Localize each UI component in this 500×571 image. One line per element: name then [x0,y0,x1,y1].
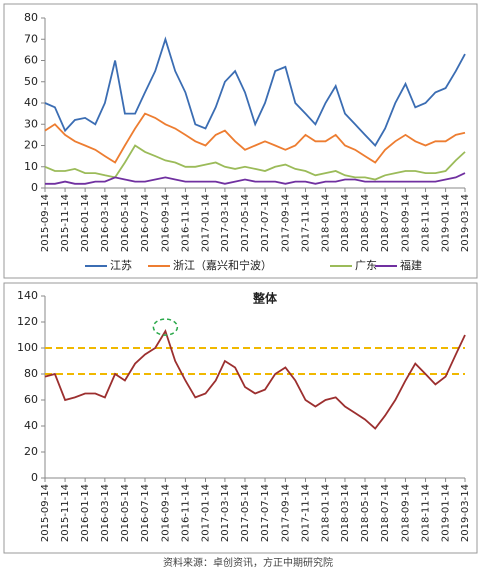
x-tick-label: 2018-05-14 [360,194,371,252]
x-tick-label: 2018-09-14 [400,484,411,542]
y-tick-label: 80 [24,11,38,24]
x-tick-label: 2016-09-14 [160,484,171,542]
x-tick-label: 2015-09-14 [40,194,51,252]
x-tick-label: 2018-05-14 [360,484,371,542]
x-tick-label: 2018-07-14 [380,194,391,252]
y-tick-label: 140 [17,289,38,302]
x-tick-label: 2016-07-14 [140,194,151,252]
x-tick-label: 2018-11-14 [421,484,432,542]
peak-highlight [152,318,179,336]
legend-label: 浙江（嘉兴和宁波） [173,258,272,272]
x-tick-label: 2017-11-14 [300,484,311,542]
x-tick-label: 2017-03-14 [220,484,231,542]
x-tick-label: 2018-01-14 [321,484,332,542]
x-tick-label: 2019-01-14 [441,484,452,542]
x-tick-label: 2017-01-14 [201,484,212,542]
x-tick-label: 2016-03-14 [100,484,111,542]
y-tick-label: 0 [31,471,38,484]
x-tick-label: 2017-03-14 [220,194,231,252]
series-line [45,172,466,185]
y-tick-label: 60 [24,393,38,406]
x-tick-label: 2015-11-14 [60,194,71,252]
y-tick-label: 120 [17,315,38,328]
y-tick-label: 80 [24,367,38,380]
y-tick-label: 20 [24,139,38,152]
x-tick-label: 2016-01-14 [80,194,91,252]
x-tick-label: 2016-01-14 [80,484,91,542]
x-tick-label: 2017-09-14 [280,484,291,542]
x-tick-label: 2019-03-14 [460,484,471,542]
x-tick-label: 2016-07-14 [140,484,151,542]
y-tick-label: 100 [17,341,38,354]
x-tick-label: 2018-01-14 [321,194,332,252]
x-tick-label: 2015-09-14 [40,484,51,542]
x-tick-label: 2016-11-14 [180,194,191,252]
y-tick-label: 0 [31,181,38,194]
x-tick-label: 2018-11-14 [421,194,432,252]
x-tick-label: 2016-09-14 [160,194,171,252]
chart-title: 整体 [252,291,278,306]
y-tick-label: 10 [24,160,38,173]
series-line [44,328,466,430]
x-tick-label: 2019-01-14 [441,194,452,252]
legend-label: 福建 [400,258,422,272]
x-tick-label: 2017-07-14 [260,484,271,542]
x-tick-label: 2017-07-14 [260,194,271,252]
y-tick-label: 20 [24,445,38,458]
y-tick-label: 60 [24,54,38,67]
series-line [44,36,466,147]
chart-frame [3,282,478,554]
x-tick-label: 2018-03-14 [340,194,351,252]
y-tick-label: 30 [24,117,38,130]
y-tick-label: 50 [24,75,38,88]
x-tick-label: 2016-03-14 [100,194,111,252]
y-tick-label: 70 [24,32,38,45]
legend-label: 江苏 [110,259,132,272]
x-tick-label: 2016-05-14 [120,484,131,542]
chart-frame [3,3,478,279]
x-tick-label: 2015-11-14 [60,484,71,542]
y-tick-label: 40 [24,419,38,432]
x-tick-label: 2018-09-14 [400,194,411,252]
x-tick-label: 2016-11-14 [180,484,191,542]
x-tick-label: 2017-05-14 [240,484,251,542]
x-tick-label: 2019-03-14 [460,194,471,252]
x-tick-label: 2017-09-14 [280,194,291,252]
y-tick-label: 40 [24,96,38,109]
x-tick-label: 2016-05-14 [120,194,131,252]
x-tick-label: 2017-05-14 [240,194,251,252]
x-tick-label: 2018-07-14 [380,484,391,542]
legend-label: 广东 [355,259,377,272]
series-line [44,112,466,164]
x-tick-label: 2017-11-14 [300,194,311,252]
series-line [44,144,466,181]
x-tick-label: 2017-01-14 [201,194,212,252]
x-tick-label: 2018-03-14 [340,484,351,542]
source-note: 资料来源：卓创资讯，方正中期研究院 [163,556,333,569]
